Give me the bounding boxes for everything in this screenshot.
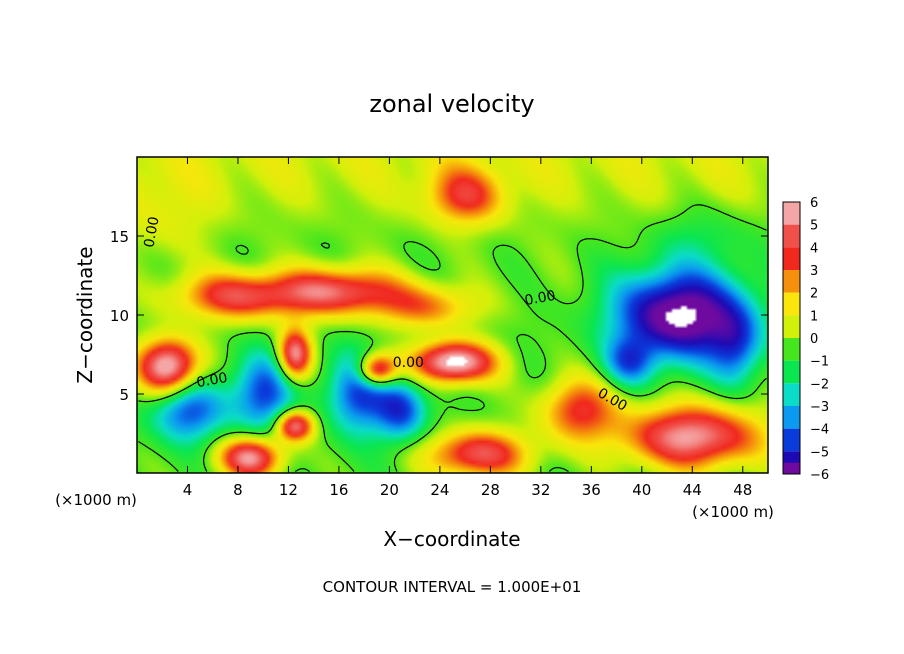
colorbar-label: 5 — [810, 219, 818, 234]
colorbar: 6 5 4 3 2 1 0 −1 −2 −3 −4 −5 −6 — [782, 196, 829, 483]
colorbar-label: 1 — [810, 309, 818, 324]
colorbar-swatch — [783, 315, 800, 338]
y-tick-label: 15 — [110, 228, 129, 246]
colorbar-label: 0 — [810, 332, 818, 347]
colorbar-label: −1 — [810, 355, 829, 370]
contour-label: 0.00 — [393, 355, 424, 371]
colorbar-swatch — [783, 338, 800, 361]
colorbar-swatch — [783, 406, 800, 429]
x-axis-label: X−coordinate — [383, 527, 520, 551]
x-tick-label: 24 — [430, 481, 449, 499]
colorbar-swatch — [783, 428, 800, 452]
colorbar-label: −5 — [810, 445, 829, 460]
x-tick-label: 20 — [380, 481, 399, 499]
y-tick-label: 5 — [119, 386, 129, 404]
colorbar-label: −4 — [810, 423, 829, 438]
colorbar-swatch — [783, 383, 800, 406]
plot-area: 0.000.000.000.000.00 4 8 12 16 20 24 28 32 36 40 4… — [110, 156, 769, 499]
contour-label: 0.00 — [195, 370, 228, 391]
colorbar-label: −2 — [810, 377, 829, 392]
zero-contour — [138, 204, 767, 473]
colorbar-label: 6 — [810, 196, 818, 211]
colorbar-label: 4 — [810, 241, 818, 256]
y-axis-ticks: 5 10 15 — [110, 228, 768, 404]
x-tick-label: 32 — [531, 481, 550, 499]
x-axis-ticks: 4 8 12 16 20 24 28 32 36 40 44 48 — [183, 157, 752, 499]
x-axis-unit: (×1000 m) — [692, 503, 774, 521]
colorbar-swatch — [783, 247, 800, 270]
y-tick-label: 10 — [110, 307, 129, 325]
colorbar-frame — [782, 201, 801, 475]
colorbar-label: −3 — [810, 400, 829, 415]
x-tick-label: 44 — [683, 481, 702, 499]
colorbar-label: 2 — [810, 287, 818, 302]
x-tick-label: 16 — [329, 481, 348, 499]
chart-title: zonal velocity — [369, 90, 534, 118]
x-tick-label: 4 — [183, 481, 193, 499]
colorbar-swatch — [783, 360, 800, 384]
contour-label: 0.00 — [523, 288, 556, 309]
colorbar-label: −6 — [810, 468, 829, 483]
colorbar-label: 3 — [810, 264, 818, 279]
contour-lines: 0.000.000.000.000.00 — [138, 204, 767, 473]
colorbar-swatch — [783, 202, 800, 225]
colorbar-swatch — [783, 224, 800, 248]
x-tick-label: 40 — [632, 481, 651, 499]
y-axis-unit: (×1000 m) — [55, 491, 137, 509]
x-tick-label: 36 — [582, 481, 601, 499]
contour-label: 0.00 — [141, 215, 162, 248]
x-tick-label: 8 — [233, 481, 243, 499]
x-tick-label: 28 — [481, 481, 500, 499]
x-tick-label: 12 — [279, 481, 298, 499]
colorbar-swatch — [783, 292, 800, 316]
colorbar-swatch — [783, 462, 800, 474]
y-axis-label: Z−coordinate — [73, 246, 97, 383]
contour-interval-note: CONTOUR INTERVAL = 1.000E+01 — [323, 578, 582, 596]
velocity-field-raster — [137, 157, 768, 473]
colorbar-swatch — [783, 270, 800, 293]
x-tick-label: 48 — [733, 481, 752, 499]
